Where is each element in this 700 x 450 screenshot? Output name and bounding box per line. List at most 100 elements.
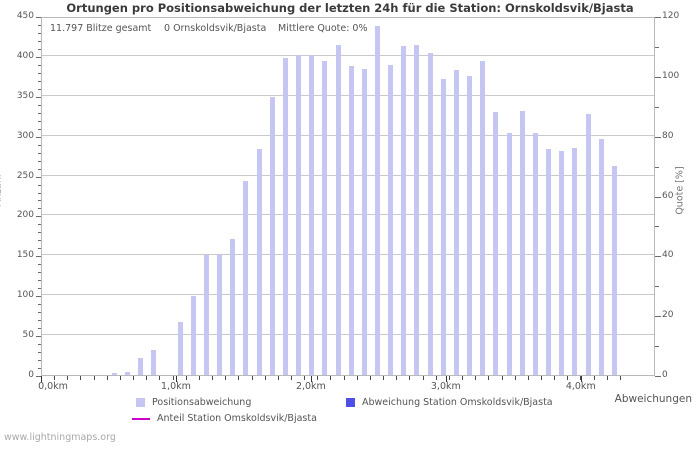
y-axis-left-tick-label: 100 [16, 290, 34, 301]
x-axis-tick [290, 376, 292, 380]
x-axis-tick [567, 376, 569, 380]
legend-line-icon [132, 417, 150, 420]
bar [151, 350, 157, 375]
x-axis-major-tick [580, 376, 582, 382]
bar [401, 46, 407, 375]
y-axis-left-tick [36, 176, 41, 178]
bar [309, 55, 315, 375]
y-axis-left-minor-tick [38, 280, 41, 282]
y-axis-left-tick-label: 450 [16, 11, 34, 21]
bar [335, 44, 341, 375]
y-axis-right-tick [655, 136, 661, 138]
bar [506, 133, 512, 375]
y-axis-left-tick-label: 0 [28, 370, 34, 380]
y-axis-right-minor-tick [655, 106, 659, 108]
y-axis-left-tick [36, 56, 41, 58]
annotation-total: 11.797 Blitze gesamt [50, 23, 152, 34]
x-axis-major-tick [41, 376, 42, 382]
bar [414, 44, 420, 375]
bar [322, 60, 328, 375]
x-axis-major-tick [175, 376, 177, 382]
y-axis-left-tick-label: 300 [16, 130, 34, 141]
y-axis-left-minor-tick [38, 312, 41, 314]
y-axis-right-tick-label: 60 [662, 190, 674, 201]
y-axis-left-tick-label: 200 [16, 210, 34, 221]
y-axis-left-minor-tick [38, 128, 41, 130]
y-axis-left-tick-label: 50 [22, 330, 34, 341]
y-axis-left-minor-tick [38, 40, 41, 42]
y-axis-left-tick-label: 250 [16, 170, 34, 181]
legend-label: Positionsabweichung [152, 397, 252, 408]
y-axis-left-minor-tick [38, 328, 41, 330]
y-axis-right-tick [655, 76, 661, 78]
annotation-station-count: 0 Ornskoldsvik/Bjasta [164, 23, 267, 34]
plot-area: 11.797 Blitze gesamt 0 Ornskoldsvik/Bjas… [41, 17, 655, 376]
bar [256, 149, 262, 375]
x-axis-tick [422, 376, 424, 380]
y-axis-left-tick [36, 96, 41, 98]
x-axis-tick [488, 376, 490, 380]
y-axis-left-minor-tick [38, 72, 41, 74]
bar [243, 181, 249, 375]
y-axis-right-tick-label: 20 [662, 310, 674, 321]
y-axis-right-minor-tick [655, 166, 659, 168]
y-axis-right-tick [655, 316, 661, 318]
x-axis-tick [146, 376, 148, 380]
x-axis-tick-label: 0,0km [38, 381, 68, 392]
bar [467, 75, 473, 375]
y-axis-left-minor-tick [38, 160, 41, 162]
x-axis-tick [619, 376, 621, 380]
bar [572, 148, 578, 375]
gridline [42, 134, 654, 136]
bar [138, 358, 144, 375]
x-axis-tick [540, 376, 542, 380]
y-axis-left-minor-tick [38, 24, 41, 26]
x-axis-tick [277, 376, 279, 380]
x-axis-tick [198, 376, 200, 380]
y-axis-right-minor-tick [655, 226, 659, 228]
bar [532, 133, 538, 375]
x-axis-tick [554, 376, 556, 380]
watermark: www.lightningmaps.org [4, 432, 116, 443]
y-axis-left-title: Anzahl [0, 174, 4, 207]
y-axis-left-minor-tick [38, 224, 41, 226]
y-axis-left-minor-tick [38, 192, 41, 194]
x-axis-tick-label: 2,0km [295, 381, 326, 392]
y-axis-right-tick-label: 100 [662, 70, 680, 81]
x-axis-tick [80, 376, 82, 380]
y-axis-right-minor-tick [655, 286, 659, 288]
bar [203, 255, 209, 375]
x-axis-tick [514, 376, 516, 380]
x-axis-title: Abweichungen [614, 393, 692, 405]
y-axis-right-minor-tick [655, 346, 659, 348]
gridline [42, 334, 654, 336]
y-axis-left-tick [36, 256, 41, 258]
y-axis-left-minor-tick [38, 240, 41, 242]
bar [230, 238, 236, 375]
gridline [42, 174, 654, 176]
y-axis-left-minor-tick [38, 168, 41, 170]
x-axis-tick [356, 376, 358, 380]
x-axis-tick [606, 376, 608, 380]
x-axis-tick-label: 1,0km [161, 381, 191, 392]
y-axis-left-tick [36, 336, 41, 338]
y-axis-left-minor-tick [38, 184, 41, 186]
y-axis-left-minor-tick [38, 112, 41, 114]
x-axis-tick [435, 376, 437, 380]
y-axis-left-minor-tick [38, 152, 41, 154]
bar [519, 110, 525, 375]
y-axis-left-minor-tick [38, 48, 41, 50]
chart-title: Ortungen pro Positionsabweichung der let… [66, 1, 634, 15]
bar [282, 57, 288, 375]
y-axis-right-tick [655, 17, 661, 18]
x-axis-tick [133, 376, 135, 380]
y-axis-left-tick [36, 376, 41, 377]
x-axis-tick [343, 376, 345, 380]
bar [388, 64, 394, 375]
legend-item-abweichung-station: Abweichung Station Omskoldsvik/Bjasta [346, 397, 553, 408]
y-axis-right-tick [655, 196, 661, 198]
bar [190, 296, 196, 375]
x-axis-tick [527, 376, 529, 380]
y-axis-left-minor-tick [38, 368, 41, 370]
